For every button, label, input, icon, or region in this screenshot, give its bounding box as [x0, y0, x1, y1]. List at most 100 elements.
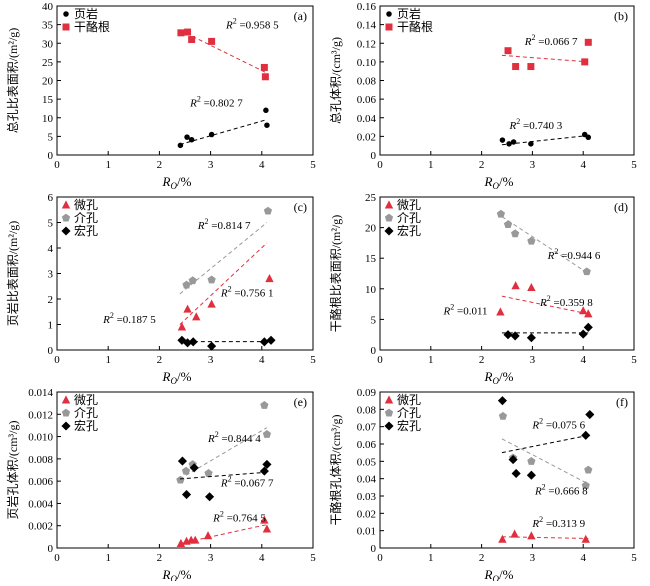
panel-label: (c) [294, 200, 307, 214]
data-point [510, 331, 520, 341]
r-squared-label: R2 =0.666 8 [534, 482, 588, 497]
data-point [264, 122, 270, 128]
x-tick-label: 2 [157, 552, 163, 564]
legend-label: 宏孔 [74, 418, 98, 433]
y-tick-label: 0.006 [28, 476, 53, 488]
legend-label: 宏孔 [397, 418, 421, 433]
y-tick-label: 0.014 [28, 387, 53, 399]
r-squared-label: R2 =0.814 7 [197, 217, 251, 232]
legend-label: 宏孔 [397, 223, 421, 238]
legend-marker [61, 226, 71, 236]
data-point [262, 430, 272, 438]
y-tick-label: 0.008 [28, 454, 53, 466]
y-tick-label: 0.16 [357, 1, 377, 13]
trend-line [501, 295, 589, 315]
legend-label: 介孔 [74, 211, 98, 225]
y-tick-label: 0.01 [357, 526, 376, 538]
data-point [188, 337, 198, 347]
x-tick-label: 4 [580, 552, 586, 564]
data-point [497, 396, 507, 406]
legend-label: 微孔 [397, 198, 421, 212]
legend-marker [63, 11, 69, 17]
x-tick-label: 4 [259, 159, 265, 171]
data-point [527, 236, 536, 245]
r-squared-label: R2 =0.066 7 [524, 33, 578, 48]
legend-label: 页岩 [74, 6, 98, 21]
r-squared-label: R2 =0.011 [443, 303, 488, 318]
x-axis-label: RO/% [484, 174, 514, 191]
data-point [208, 37, 216, 45]
trend-line [501, 434, 589, 454]
y-axis-label: 干酪根比表面积/(m²/g) [328, 215, 343, 333]
data-point [259, 337, 269, 347]
y-tick-label: 0.02 [357, 508, 376, 520]
legend-label: 干酪根 [397, 19, 433, 34]
x-tick-label: 5 [631, 552, 637, 564]
y-tick-label: 0 [371, 150, 377, 162]
data-point [527, 456, 536, 465]
data-point [526, 470, 536, 480]
legend-marker [384, 226, 394, 236]
x-tick-label: 0 [377, 552, 383, 564]
y-axis-label: 总孔比表面积/(m²/g) [6, 28, 20, 134]
data-point [511, 229, 520, 238]
data-point [260, 63, 268, 71]
data-point [184, 134, 190, 140]
y-axis-label: 页岩比表面积/(m²/g) [5, 221, 20, 327]
x-tick-label: 1 [105, 552, 111, 564]
data-point [579, 306, 588, 315]
panel-label: (a) [294, 9, 307, 23]
x-tick-label: 4 [580, 354, 586, 366]
legend-label: 宏孔 [74, 223, 98, 238]
x-tick-label: 3 [530, 354, 536, 366]
data-point [512, 63, 520, 71]
trend-line [179, 119, 268, 146]
x-tick-label: 5 [310, 354, 316, 366]
y-tick-label: 0 [371, 345, 377, 357]
data-point [581, 430, 591, 440]
y-tick-label: 0.012 [28, 409, 53, 421]
x-tick-label: 2 [479, 159, 485, 171]
legend-marker [385, 23, 393, 31]
y-tick-label: 3 [48, 269, 54, 281]
legend-marker [61, 408, 71, 417]
y-tick-label: 0 [48, 543, 54, 555]
trend-line [179, 242, 268, 325]
data-point [183, 338, 193, 348]
data-point [585, 134, 592, 141]
legend-label: 页岩 [397, 6, 421, 21]
data-point [526, 333, 536, 343]
data-point [511, 468, 521, 479]
data-point [192, 312, 201, 321]
data-point [262, 524, 272, 533]
legend-label: 微孔 [74, 393, 98, 407]
data-point [584, 309, 593, 318]
plot-frame [56, 391, 314, 549]
data-point [265, 273, 274, 283]
y-tick-label: 0.03 [357, 491, 377, 503]
data-point [496, 307, 505, 316]
data-point [184, 28, 192, 36]
trend-line [501, 438, 589, 485]
data-point [189, 463, 199, 473]
r-squared-label: R2 =0.075 6 [531, 416, 585, 431]
legend-marker [384, 408, 394, 417]
data-point [204, 469, 213, 477]
data-point [511, 281, 520, 290]
legend-marker [62, 23, 70, 31]
data-point [208, 131, 215, 138]
r-squared-label: R2 =0.844 4 [207, 430, 261, 445]
r-squared-label: R2 =0.359 8 [539, 294, 593, 309]
x-tick-label: 2 [479, 552, 485, 564]
data-point [177, 29, 185, 37]
x-tick-label: 3 [208, 354, 214, 366]
data-point [503, 220, 513, 229]
chart-panel-4: 0 1 2 3 4 5 0 5 10 15 20 25 RO/% 干酪根比表面积/(m²/g) (d) R2 … [328, 192, 637, 386]
legend-marker [61, 213, 71, 222]
data-point [182, 280, 191, 289]
legend-label: 微孔 [74, 198, 98, 212]
y-tick-label: 0.04 [357, 113, 377, 125]
data-point [181, 466, 191, 475]
panel-label: (f) [616, 395, 628, 409]
x-tick-label: 5 [310, 159, 316, 171]
